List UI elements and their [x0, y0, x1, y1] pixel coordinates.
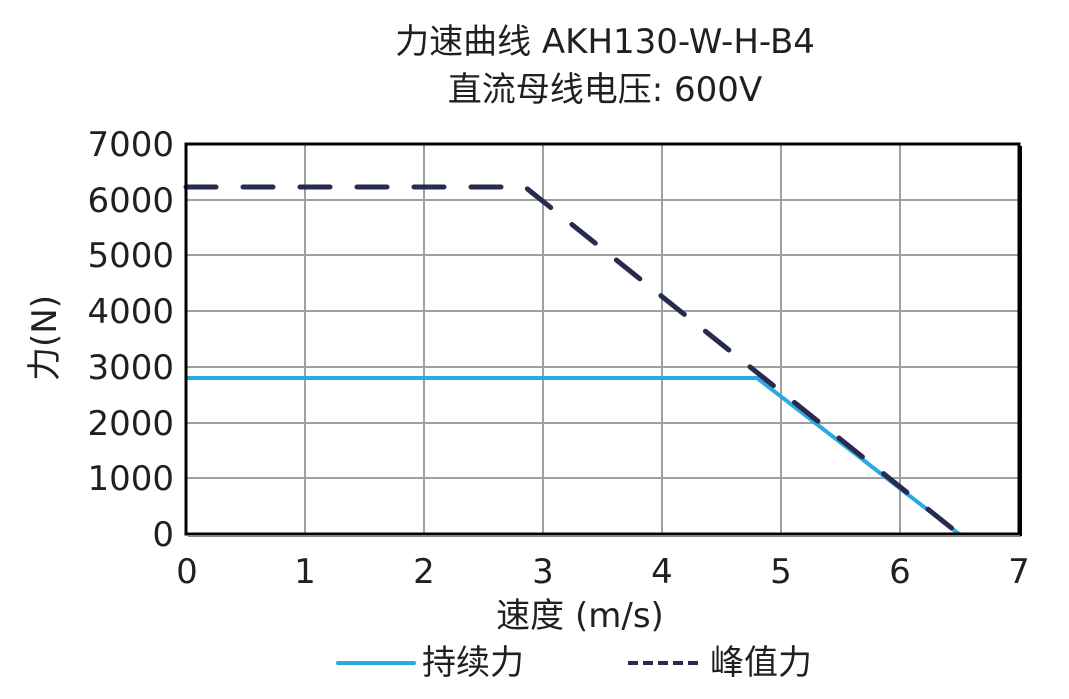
y-tick: 4000 [87, 292, 174, 332]
y-axis-label: 力(N) [25, 295, 65, 381]
legend: 持续力 峰值力 [336, 643, 812, 683]
x-tick: 3 [532, 552, 554, 592]
x-tick: 2 [413, 552, 435, 592]
series-peak-force [183, 184, 962, 537]
legend-label-continuous: 持续力 [422, 643, 524, 683]
x-axis-label: 速度 (m/s) [496, 596, 664, 636]
x-tick: 6 [889, 552, 911, 592]
y-tick: 3000 [87, 348, 174, 388]
y-tick: 1000 [87, 459, 174, 499]
x-tick: 1 [294, 552, 316, 592]
chart-subtitle: 直流母线电压: 600V [447, 70, 763, 110]
y-tick: 6000 [87, 181, 174, 221]
y-tick-labels: 0 1000 2000 3000 4000 5000 6000 7000 [87, 125, 174, 555]
series-continuous-force [186, 376, 961, 536]
x-tick: 5 [770, 552, 792, 592]
chart-title: 力速曲线 AKH130-W-H-B4 [395, 22, 815, 62]
x-tick-labels: 0 1 2 3 4 5 6 7 [176, 552, 1030, 592]
plot-frame [184, 142, 1021, 536]
legend-label-peak: 峰值力 [710, 643, 812, 683]
x-tick: 0 [176, 552, 198, 592]
y-tick: 0 [152, 515, 174, 555]
x-tick: 4 [651, 552, 673, 592]
y-tick: 7000 [87, 125, 174, 165]
y-tick: 2000 [87, 404, 174, 444]
y-tick: 5000 [87, 236, 174, 276]
x-tick: 7 [1008, 552, 1030, 592]
grid [186, 144, 1019, 534]
